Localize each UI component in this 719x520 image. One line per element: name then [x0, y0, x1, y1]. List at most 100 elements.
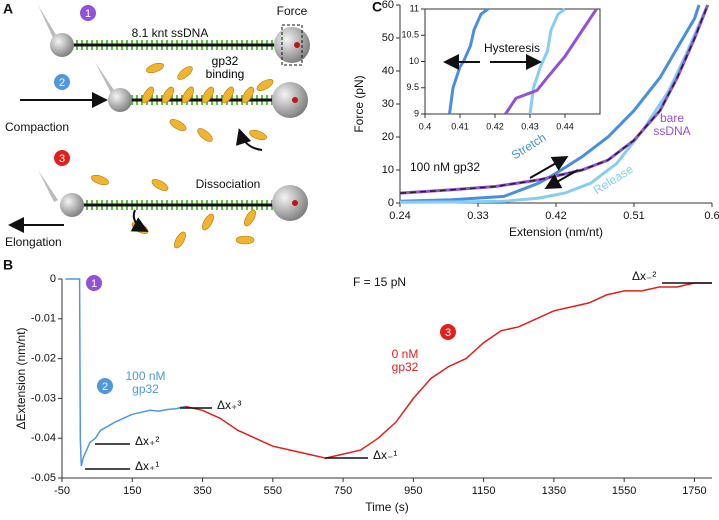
diagram	[8, 5, 310, 249]
dissociation-label: Dissociation	[196, 177, 261, 191]
y-axis-label: Force (pN)	[352, 75, 366, 132]
step-marker	[86, 275, 102, 291]
y-tick-label: 0	[388, 197, 394, 209]
bead	[274, 27, 310, 63]
panel-label: B	[3, 257, 13, 273]
elongation-label: Elongation	[5, 235, 62, 249]
annotation: Hysteresis	[484, 41, 540, 55]
trap	[294, 42, 300, 48]
x-axis-label: Extension (nm/nt)	[509, 225, 603, 239]
y-tick-label: -0.04	[31, 432, 56, 444]
trap	[292, 200, 298, 206]
annotation: Δx₊²	[135, 434, 159, 448]
force-box	[281, 24, 303, 66]
annotation: 100 nM gp32	[125, 369, 166, 396]
data-line	[448, 7, 489, 115]
binding-label: gp32 binding	[205, 54, 245, 81]
x-tick-label: 0.42	[486, 121, 504, 131]
bead	[50, 33, 74, 57]
step-number: 3	[445, 327, 451, 339]
pipette	[38, 170, 58, 202]
step-marker	[54, 74, 70, 90]
series-label: bare ssDNA	[653, 111, 691, 138]
annotation: Δx₋¹	[373, 448, 397, 462]
dna-label: 8.1 knt ssDNA	[132, 26, 209, 40]
panel-label: A	[3, 1, 13, 17]
y-tick-label: -0.01	[31, 313, 56, 325]
bead	[272, 82, 308, 118]
x-tick-label: 1550	[612, 485, 636, 497]
x-tick-label: 0.24	[389, 210, 410, 222]
step-marker	[97, 378, 113, 394]
x-tick-label: 0.6	[704, 210, 719, 222]
pipette	[38, 5, 58, 40]
series-label: Stretch	[509, 130, 549, 162]
y-tick-label: -0.03	[31, 392, 56, 404]
pipette	[95, 62, 116, 95]
y-tick-label: 30	[382, 98, 394, 110]
y-tick-label: 20	[382, 131, 394, 143]
arrow	[130, 209, 149, 232]
compaction-label: Compaction	[5, 120, 69, 134]
x-tick-label: 550	[264, 485, 282, 497]
trap	[292, 97, 298, 103]
x-tick-label: 1150	[472, 485, 496, 497]
x-tick-label: 750	[334, 485, 352, 497]
y-tick-label: 40	[382, 65, 394, 77]
x-tick-label: 0.51	[623, 210, 644, 222]
step-marker	[80, 5, 96, 21]
force-label: Force	[277, 4, 308, 18]
annotation: 0 nM gp32	[391, 347, 419, 374]
x-tick-label: 950	[404, 485, 422, 497]
x-tick-label: 0.42	[545, 210, 566, 222]
x-tick-label: 0.44	[556, 121, 574, 131]
x-tick-label: 1750	[682, 485, 706, 497]
annotation: Δx₊¹	[135, 459, 159, 473]
y-tick-label: -0.02	[31, 353, 56, 365]
arrow	[235, 128, 263, 151]
y-tick-label: 11	[410, 3, 419, 13]
x-axis-label: Time (s)	[365, 500, 409, 514]
annotation: Δx₋²	[632, 269, 656, 283]
y-tick-label: -0.05	[31, 472, 56, 484]
step-number: 1	[85, 8, 91, 20]
x-tick-label: 1350	[542, 485, 566, 497]
data-line	[65, 278, 186, 467]
data-line	[528, 7, 566, 115]
y-tick-label: 60	[382, 0, 394, 11]
annotation: Δx₊³	[217, 398, 241, 412]
x-tick-label: -50	[54, 485, 70, 497]
bead	[60, 193, 84, 217]
x-tick-label: 150	[123, 485, 141, 497]
panel-label: C	[372, 0, 382, 15]
y-tick-label: 9	[414, 108, 419, 118]
step-number: 2	[102, 381, 108, 393]
bead	[108, 88, 132, 112]
step-number: 2	[59, 77, 65, 89]
annotation: F = 15 pN	[353, 275, 406, 289]
data-line	[504, 8, 598, 115]
y-tick-label: 10.5	[401, 30, 419, 40]
y-axis-label: ΔExtension (nm/nt)	[14, 327, 28, 429]
x-tick-label: 0.43	[521, 121, 539, 131]
data-line	[399, 4, 701, 203]
x-tick-label: 0.4	[419, 121, 432, 131]
data-line	[184, 282, 712, 459]
annotation: 100 nM gp32	[410, 160, 480, 174]
gp32-proteins	[91, 62, 274, 249]
arrow	[544, 169, 579, 189]
y-tick-label: 9.5	[406, 82, 419, 92]
x-tick-label: 0.33	[467, 210, 488, 222]
step-number: 1	[91, 278, 97, 290]
y-tick-label: 0	[50, 273, 56, 285]
y-tick-label: 50	[382, 32, 394, 44]
data-line	[399, 4, 709, 194]
bead	[272, 185, 308, 221]
y-tick-label: 10	[382, 164, 394, 176]
y-tick-label: 10	[409, 56, 419, 66]
x-tick-label: 350	[193, 485, 211, 497]
step-marker	[54, 150, 70, 166]
arrow	[529, 156, 569, 179]
